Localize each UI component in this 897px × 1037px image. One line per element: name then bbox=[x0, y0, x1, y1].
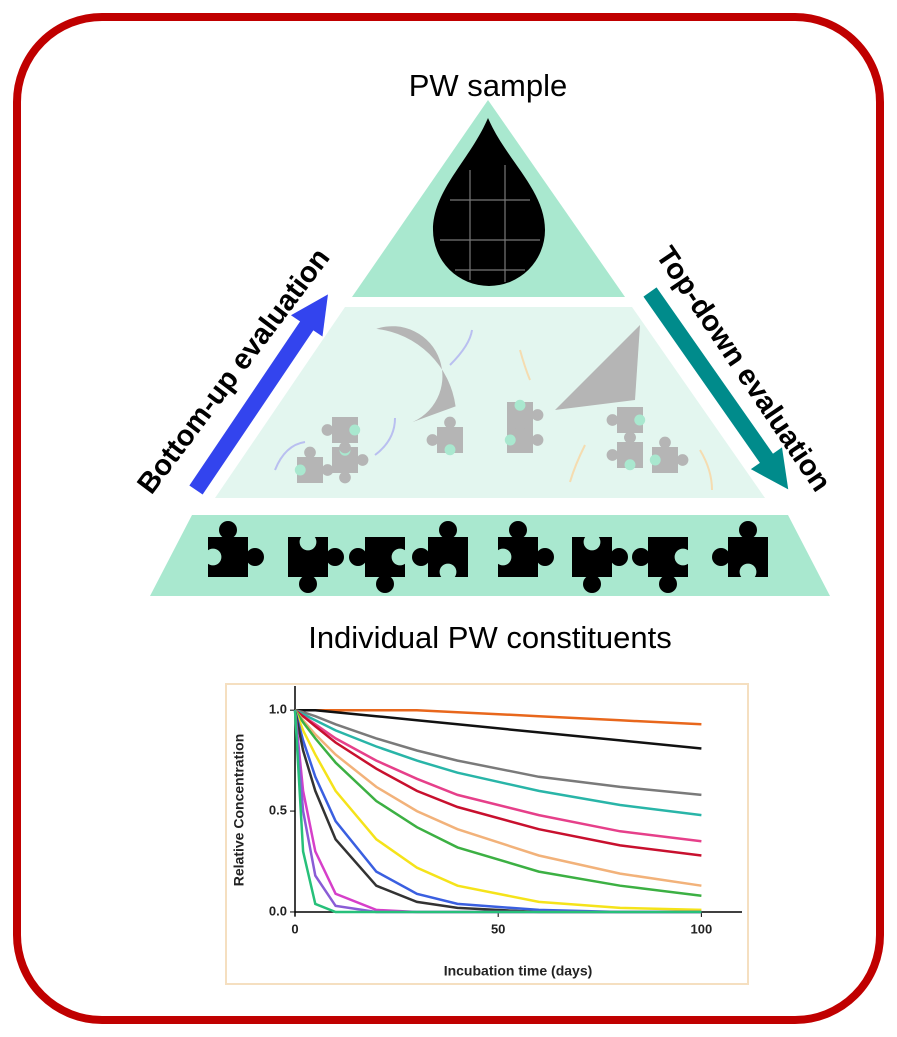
piece-hole bbox=[349, 425, 360, 436]
piece-hole bbox=[495, 549, 512, 566]
piece-knob bbox=[659, 437, 671, 449]
x-tick-label: 100 bbox=[691, 921, 713, 936]
y-tick-label: 1.0 bbox=[269, 702, 287, 717]
piece-knob bbox=[624, 432, 636, 444]
x-tick-label: 0 bbox=[291, 921, 298, 936]
piece-hole bbox=[584, 534, 601, 551]
piece-knob bbox=[659, 575, 677, 593]
piece-hole bbox=[295, 465, 306, 476]
piece-hole bbox=[300, 534, 317, 551]
piece-knob bbox=[677, 454, 689, 466]
piece-knob bbox=[299, 575, 317, 593]
x-axis-title: Incubation time (days) bbox=[444, 963, 593, 979]
piece-knob bbox=[326, 548, 344, 566]
piece-knob bbox=[376, 575, 394, 593]
piece-knob bbox=[536, 548, 554, 566]
piece-knob bbox=[532, 434, 544, 446]
piece-knob bbox=[412, 548, 430, 566]
piece-knob bbox=[339, 472, 351, 484]
piece-knob bbox=[532, 409, 544, 421]
x-tick-label: 50 bbox=[491, 921, 505, 936]
page: {"diagram": {"top_label": "PW sample", "… bbox=[0, 0, 897, 1037]
top-label: PW sample bbox=[409, 68, 567, 103]
piece-knob bbox=[304, 447, 316, 459]
piece-hole bbox=[205, 549, 222, 566]
piece-knob bbox=[514, 427, 526, 439]
piece-hole bbox=[740, 564, 757, 581]
piece-knob bbox=[607, 414, 619, 426]
y-tick-label: 0.5 bbox=[269, 803, 287, 818]
piece-knob bbox=[246, 548, 264, 566]
piece-hole bbox=[675, 549, 692, 566]
piece-knob bbox=[349, 548, 367, 566]
y-axis-title: Relative Concentration bbox=[231, 734, 247, 886]
y-tick-label: 0.0 bbox=[269, 903, 287, 918]
piece-knob bbox=[739, 521, 757, 539]
graphical-abstract: PW sample Bottom-up evaluation Top-down … bbox=[0, 0, 897, 1037]
piece-hole bbox=[505, 435, 516, 446]
piece-knob bbox=[322, 464, 334, 476]
piece-knob bbox=[610, 548, 628, 566]
piece-knob bbox=[509, 521, 527, 539]
piece-hole bbox=[650, 455, 661, 466]
piece-knob bbox=[444, 417, 456, 429]
piece-knob bbox=[607, 449, 619, 461]
piece-knob bbox=[712, 548, 730, 566]
piece-hole bbox=[625, 459, 636, 470]
piece-knob bbox=[427, 434, 439, 446]
bottom-label: Individual PW constituents bbox=[308, 620, 672, 655]
piece-hole bbox=[634, 415, 645, 426]
piece-knob bbox=[357, 454, 369, 466]
piece-knob bbox=[339, 442, 351, 454]
piece-knob bbox=[439, 521, 457, 539]
piece-knob bbox=[322, 424, 334, 436]
piece-knob bbox=[583, 575, 601, 593]
chart-frame bbox=[226, 684, 748, 984]
piece-knob bbox=[632, 548, 650, 566]
piece-hole bbox=[445, 444, 456, 455]
piece-knob bbox=[219, 521, 237, 539]
piece-hole bbox=[440, 564, 457, 581]
piece-hole bbox=[392, 549, 409, 566]
piece-hole bbox=[515, 400, 526, 411]
